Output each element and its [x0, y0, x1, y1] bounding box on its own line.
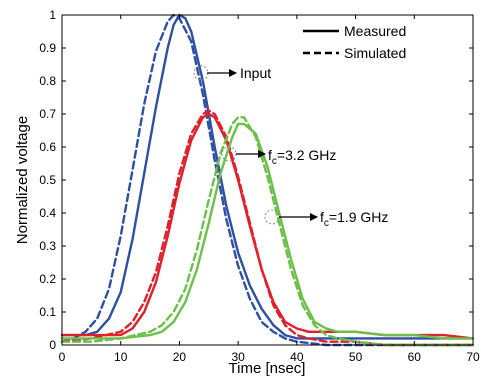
y-tick-label: 0.7	[39, 107, 56, 121]
y-tick-label: 0.8	[39, 74, 56, 88]
y-tick-label: 0.5	[39, 173, 56, 187]
y-tick-label: 0.6	[39, 140, 56, 154]
y-tick-label: 0	[49, 338, 56, 352]
legend-measured-label: Measured	[344, 23, 406, 39]
x-tick-label: 50	[349, 350, 363, 364]
x-tick-label: 10	[114, 350, 128, 364]
y-tick-label: 0.9	[39, 41, 56, 55]
x-tick-label: 60	[408, 350, 422, 364]
annotation-fc32-label: fc=3.2 GHz	[268, 147, 336, 167]
series-fc32-dashed	[62, 111, 473, 345]
x-tick-label: 70	[466, 350, 480, 364]
y-tick-label: 0.2	[39, 272, 56, 286]
x-axis-title: Time [nsec]	[229, 360, 306, 377]
x-tick-label: 20	[173, 350, 187, 364]
y-tick-label: 1	[49, 8, 56, 22]
y-axis-title: Normalized voltage	[14, 116, 31, 244]
y-tick-label: 0.3	[39, 239, 56, 253]
y-tick-label: 0.4	[39, 206, 56, 220]
annotation-fc19-rest: =1.9 GHz	[329, 209, 389, 225]
annotation-fc19-label: fc=1.9 GHz	[320, 209, 388, 229]
y-tick-label: 0.1	[39, 305, 56, 319]
annotation-fc32-rest: =3.2 GHz	[277, 147, 337, 163]
axis-ticks: 0 10 20 30 40 50 60 7000.10.20.30.40.50.60.70.8…	[39, 8, 480, 364]
legend: Measured Simulated	[303, 23, 406, 61]
x-tick-label: 0	[59, 350, 66, 364]
legend-simulated-label: Simulated	[344, 45, 406, 61]
annotation-input-label: Input	[240, 65, 271, 81]
